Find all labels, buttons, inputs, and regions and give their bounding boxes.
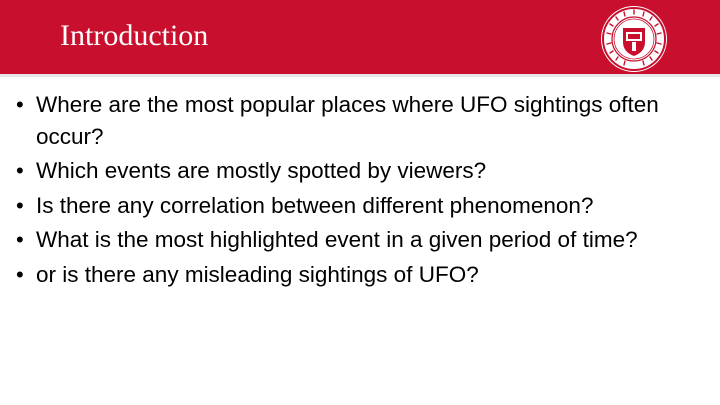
bullet-item: • Which events are mostly spotted by vie…: [12, 155, 702, 187]
bullet-item: • or is there any misleading sightings o…: [12, 259, 702, 291]
bullet-icon: •: [16, 192, 24, 218]
bullet-text: or is there any misleading sightings of …: [36, 261, 479, 287]
bullet-list: • Where are the most popular places wher…: [12, 89, 702, 293]
bullet-item: • Where are the most popular places wher…: [12, 89, 702, 152]
bullet-icon: •: [16, 261, 24, 287]
bullet-text: Is there any correlation between differe…: [36, 192, 594, 218]
bullet-icon: •: [16, 227, 24, 252]
slide-title: Introduction: [60, 19, 209, 52]
bullet-item: • What is the most highlighted event in …: [12, 224, 702, 256]
title-bar: Introduction: [0, 0, 720, 77]
university-seal-icon: [601, 6, 667, 72]
bullet-text: What is the most highlighted event in a …: [36, 227, 638, 252]
bullet-text: Where are the most popular places where …: [36, 92, 659, 149]
bullet-item: • Is there any correlation between diffe…: [12, 190, 702, 222]
bullet-icon: •: [16, 92, 24, 117]
bullet-text: Which events are mostly spotted by viewe…: [36, 158, 487, 183]
bullet-icon: •: [16, 158, 24, 183]
